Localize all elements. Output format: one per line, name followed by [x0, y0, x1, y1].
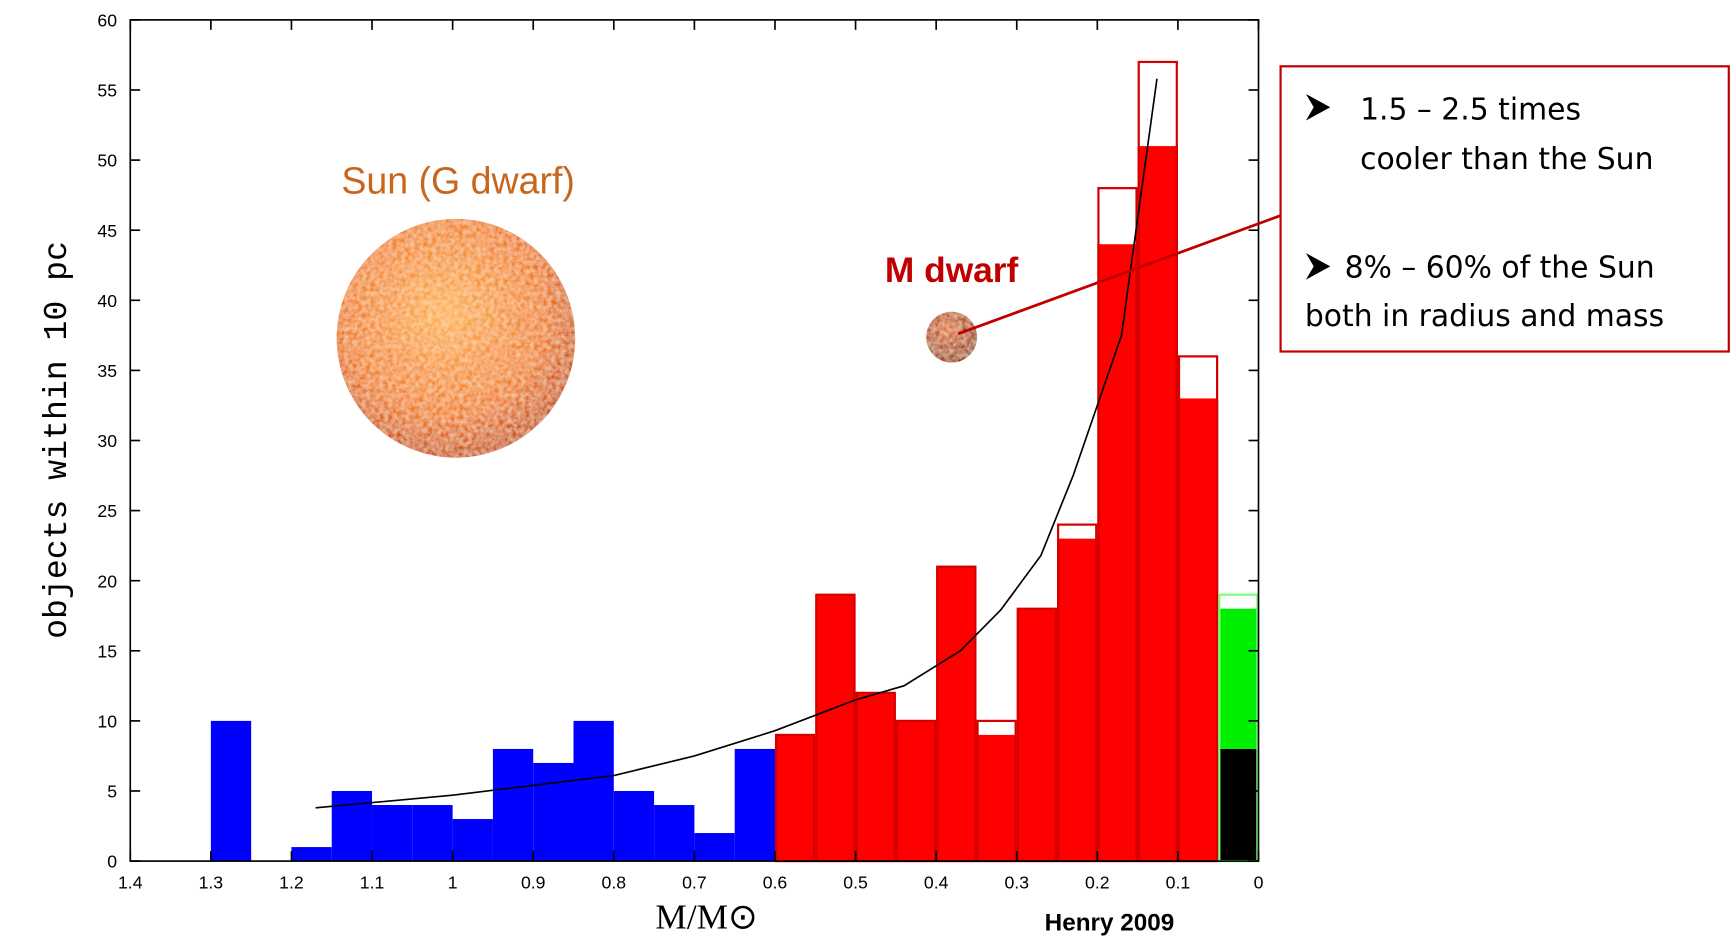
x-tick-label: 0.7: [682, 873, 707, 893]
y-tick-label: 10: [97, 712, 117, 732]
bar: [211, 721, 251, 861]
x-tick-label: 0.8: [602, 873, 627, 893]
bar: [614, 791, 654, 861]
source-note: Henry 2009: [1045, 910, 1175, 937]
y-tick-label: 5: [107, 782, 117, 802]
x-tick-label: 0.2: [1085, 873, 1110, 893]
bar: [291, 847, 331, 861]
bar: [1017, 609, 1057, 861]
y-tick-label: 20: [97, 571, 117, 591]
x-tick-label: 1: [448, 873, 458, 893]
x-tick-label: 1.2: [279, 873, 304, 893]
x-tick-label: 1.3: [199, 873, 224, 893]
page: {"chart_data": { "type": "histogram", "y…: [0, 0, 1731, 944]
y-tick-label: 35: [97, 361, 117, 381]
y-tick-label: 0: [107, 852, 117, 872]
bar: [856, 693, 896, 861]
bar: [775, 735, 815, 861]
y-tick-label: 50: [97, 151, 117, 171]
y-tick-label: 30: [97, 431, 117, 451]
bar: [533, 763, 573, 861]
x-tick-label: 1.1: [360, 873, 385, 893]
bar: [694, 833, 734, 861]
bar: [815, 595, 855, 861]
x-tick-label: 0.3: [1004, 873, 1029, 893]
x-tick-label: 0.1: [1166, 873, 1191, 893]
box-text: both in radius and mass: [1305, 299, 1664, 334]
x-axis-label: M/M⊙: [655, 898, 757, 937]
x-tick-label: 0: [1254, 873, 1264, 893]
x-tick-label: 1.4: [118, 873, 143, 893]
bar: [332, 791, 372, 861]
y-tick-label: 25: [97, 501, 117, 521]
x-tick-label: 0.6: [763, 873, 788, 893]
bar: [372, 805, 412, 861]
y-tick-label: 15: [97, 641, 117, 661]
sun-label: Sun (G dwarf): [341, 159, 575, 201]
bar: [574, 721, 614, 861]
bar: [976, 735, 1016, 861]
y-tick-label: 45: [97, 221, 117, 241]
y-tick-label: 55: [97, 81, 117, 101]
bar: [493, 749, 533, 861]
y-axis-label: objects within 10 pc: [38, 241, 76, 639]
chart: objects within 10 pc M/M⊙ Henry 2009 Sun…: [0, 0, 1731, 944]
bar: [1218, 609, 1258, 749]
x-tick-label: 0.4: [924, 873, 949, 893]
box-text: cooler than the Sun: [1360, 142, 1653, 177]
y-tick-label: 60: [97, 11, 117, 31]
bar: [412, 805, 452, 861]
bar: [1178, 398, 1218, 861]
m-dwarf-label: M dwarf: [885, 251, 1019, 290]
bar: [936, 567, 976, 861]
bar: [1218, 749, 1258, 861]
m-dwarf-image: [926, 312, 977, 363]
box-text: 8% – 60% of the Sun: [1345, 250, 1655, 285]
bar: [1138, 146, 1178, 861]
bar: [1057, 539, 1097, 861]
bar: [453, 819, 493, 861]
y-tick-label: 40: [97, 291, 117, 311]
bar: [654, 805, 694, 861]
sun-image: [337, 219, 575, 458]
box-text: 1.5 – 2.5 times: [1360, 92, 1581, 127]
bar: [735, 749, 775, 861]
x-tick-label: 0.9: [521, 873, 546, 893]
bar: [1097, 244, 1137, 861]
bar: [896, 721, 936, 861]
x-tick-label: 0.5: [843, 873, 868, 893]
